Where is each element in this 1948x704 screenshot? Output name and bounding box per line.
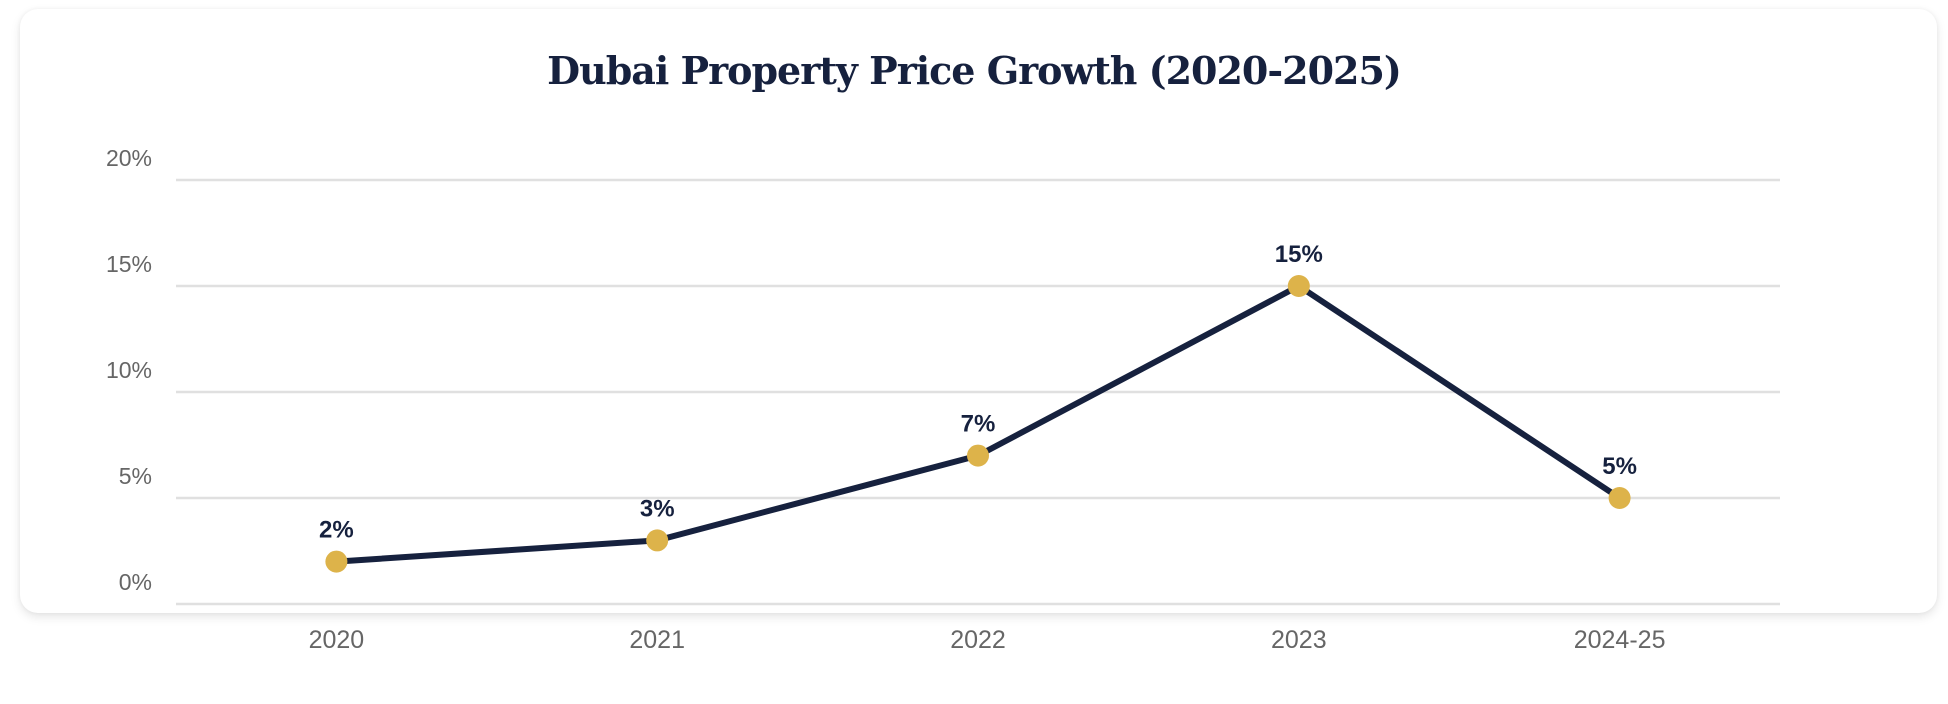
chart-card [20, 9, 1937, 613]
data-label: 7% [961, 411, 996, 438]
x-tick-label: 2020 [309, 626, 365, 654]
y-tick-label: 0% [119, 569, 152, 595]
x-tick-label: 2022 [950, 626, 1006, 654]
y-tick-label: 20% [106, 145, 152, 171]
data-label: 3% [640, 495, 675, 522]
data-label: 2% [319, 517, 354, 544]
data-point [1608, 487, 1631, 509]
chart-title: Dubai Property Price Growth (2020-2025) [547, 48, 1402, 93]
x-tick-label: 2024-25 [1574, 626, 1666, 654]
data-point [967, 444, 989, 467]
y-tick-label: 5% [119, 463, 152, 489]
data-point [646, 529, 669, 552]
data-label: 15% [1275, 241, 1323, 268]
data-point [325, 550, 348, 573]
x-tick-label: 2023 [1271, 626, 1327, 654]
y-tick-label: 10% [106, 357, 152, 383]
data-label: 5% [1602, 453, 1637, 480]
x-tick-label: 2021 [629, 626, 685, 654]
data-point [1287, 275, 1310, 297]
y-tick-label: 15% [106, 251, 152, 277]
